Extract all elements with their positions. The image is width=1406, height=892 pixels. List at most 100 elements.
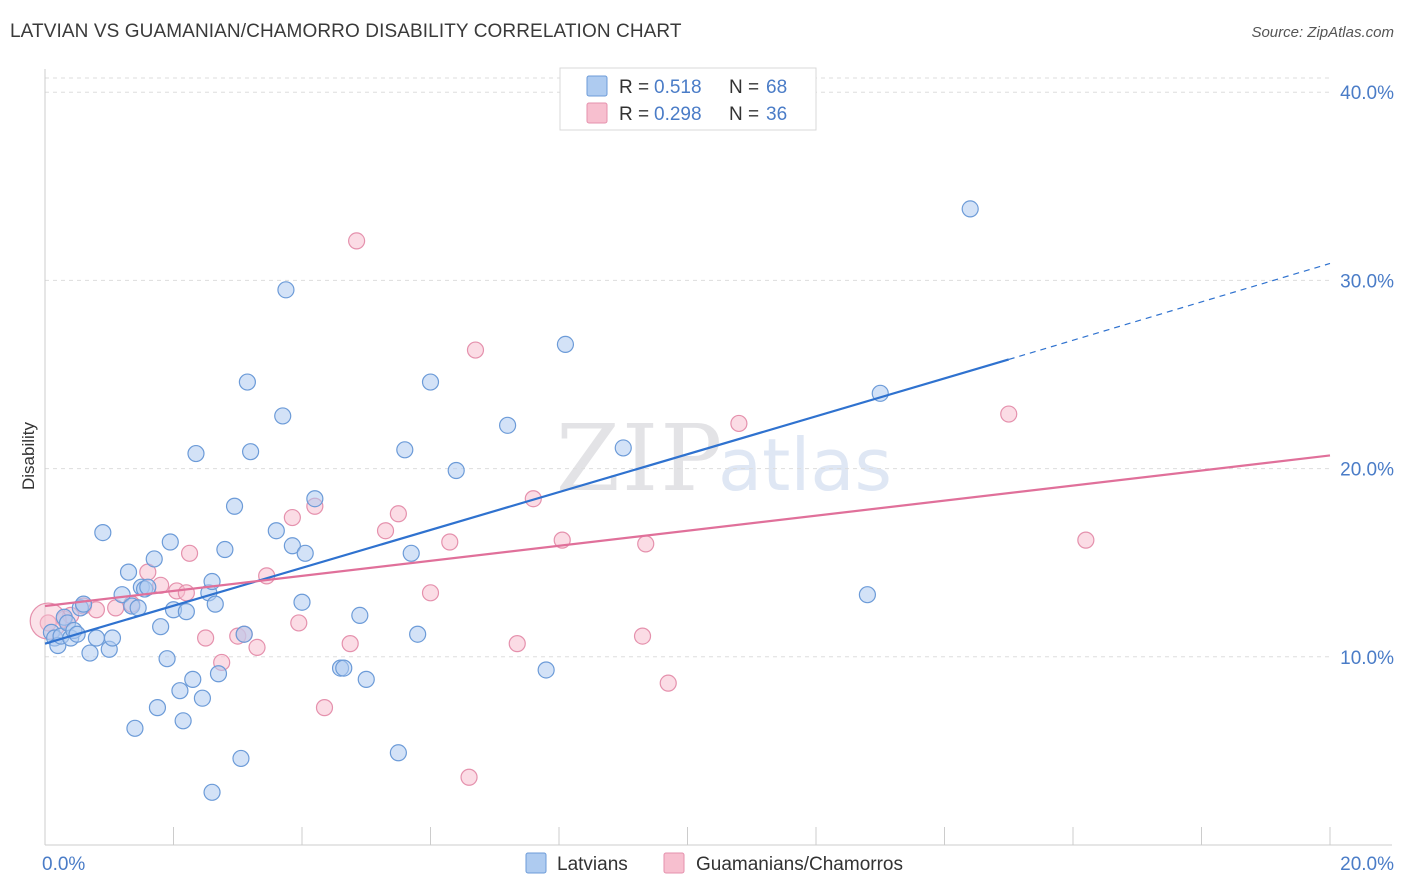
latvians-point-32 bbox=[177, 603, 195, 621]
latvians-point-64 bbox=[499, 416, 517, 434]
guamanians-point-28 bbox=[460, 768, 478, 786]
x-tick-label-1: 20.0% bbox=[1340, 854, 1394, 875]
latvians-point-56 bbox=[351, 606, 369, 625]
latvians-point-60 bbox=[402, 544, 420, 562]
latvians-point-17 bbox=[119, 563, 138, 581]
latvians-point-26 bbox=[152, 618, 170, 636]
latvians-point-28 bbox=[161, 533, 179, 551]
latvians-point-65 bbox=[537, 661, 555, 679]
legend-n-label-latvians: N = bbox=[729, 77, 759, 98]
guamanians-point-34 bbox=[637, 535, 655, 553]
guamanians-point-27 bbox=[441, 533, 459, 551]
chart-source: Source: ZipAtlas.com bbox=[1251, 24, 1394, 41]
latvians-point-70 bbox=[961, 200, 979, 218]
latvians-point-41 bbox=[216, 540, 234, 559]
latvians-point-13 bbox=[94, 523, 112, 542]
guamanians-point-38 bbox=[1077, 531, 1095, 549]
latvians-point-45 bbox=[238, 373, 256, 391]
guamanians-point-29 bbox=[466, 341, 485, 359]
latvians-point-62 bbox=[421, 373, 440, 391]
y-tick-label-3: 40.0% bbox=[1340, 83, 1394, 104]
guamanians-point-26 bbox=[421, 584, 440, 602]
legend-swatch-latvians bbox=[586, 75, 608, 97]
legend-n-label-guamanians: N = bbox=[729, 104, 759, 125]
guamanians-point-30 bbox=[508, 635, 526, 653]
guamanians-point-19 bbox=[290, 614, 308, 632]
latvians-point-44 bbox=[235, 625, 253, 643]
latvians-point-67 bbox=[614, 439, 632, 457]
guamanians-point-33 bbox=[633, 627, 652, 645]
legend-r-label-latvians: R = bbox=[619, 77, 649, 98]
guamanians-point-35 bbox=[659, 674, 677, 692]
latvians-point-52 bbox=[296, 544, 314, 562]
legend-r-label-guamanians: R = bbox=[619, 104, 649, 125]
latvians-point-27 bbox=[158, 650, 176, 668]
latvians-point-19 bbox=[126, 719, 144, 737]
latvians-point-53 bbox=[306, 490, 324, 508]
y-tick-label-0: 10.0% bbox=[1340, 648, 1394, 669]
guamanians-point-23 bbox=[348, 232, 366, 250]
latvians-point-33 bbox=[184, 670, 202, 688]
latvians-point-35 bbox=[193, 689, 212, 707]
latvians-point-69 bbox=[871, 384, 889, 402]
watermark: ZIP atlas bbox=[556, 405, 892, 512]
y-tick-labels: 10.0% 20.0% 30.0% 40.0% bbox=[1340, 83, 1394, 669]
latvians-point-16 bbox=[113, 586, 131, 604]
latvians-point-61 bbox=[409, 625, 427, 643]
latvians-point-30 bbox=[171, 682, 189, 700]
legend-n-value-latvians: 68 bbox=[766, 77, 787, 98]
bottom-legend: Latvians Guamanians/Chamorros bbox=[525, 852, 903, 875]
latvians-point-34 bbox=[187, 444, 205, 463]
latvians-point-46 bbox=[242, 443, 260, 461]
latvians-point-68 bbox=[858, 586, 877, 604]
latvians-point-31 bbox=[174, 712, 192, 730]
latvians-point-10 bbox=[74, 595, 93, 613]
legend-r-value-latvians: 0.518 bbox=[654, 77, 702, 98]
trend-line-guamanians bbox=[44, 454, 1331, 608]
bottom-legend-label-guamanians: Guamanians/Chamorros bbox=[696, 854, 903, 875]
latvians-point-15 bbox=[103, 629, 122, 647]
guamanians-point-24 bbox=[376, 522, 395, 540]
bottom-legend-swatch-guamanians bbox=[663, 852, 685, 874]
watermark-atlas: atlas bbox=[718, 423, 892, 507]
latvians-point-55 bbox=[335, 659, 353, 677]
guamanians-point-36 bbox=[730, 414, 748, 433]
latvians-point-59 bbox=[396, 441, 414, 459]
latvians-point-38 bbox=[203, 783, 221, 801]
latvians-point-57 bbox=[357, 670, 375, 688]
guamanians-point-16 bbox=[248, 638, 266, 656]
latvians-point-40 bbox=[209, 665, 228, 683]
legend-n-value-guamanians: 36 bbox=[766, 104, 787, 125]
guamanians-point-10 bbox=[177, 584, 195, 602]
series-latvians-points bbox=[42, 200, 979, 801]
bottom-legend-label-latvians: Latvians bbox=[557, 854, 628, 875]
legend: R = 0.518 N = 68 R = 0.298 N = 36 bbox=[559, 67, 817, 131]
latvians-point-48 bbox=[274, 407, 292, 425]
y-tick-label-1: 20.0% bbox=[1340, 460, 1394, 481]
latvians-point-23 bbox=[139, 578, 157, 596]
guamanians-point-11 bbox=[180, 544, 199, 562]
latvians-point-24 bbox=[145, 550, 163, 568]
latvians-point-47 bbox=[267, 522, 285, 540]
latvians-point-58 bbox=[389, 744, 407, 762]
x-tick-label-0: 0.0% bbox=[42, 854, 85, 875]
latvians-point-50 bbox=[283, 537, 301, 555]
trend-lines bbox=[44, 262, 1331, 645]
guamanians-point-18 bbox=[283, 508, 301, 527]
latvians-point-43 bbox=[232, 749, 250, 768]
bottom-legend-swatch-latvians bbox=[525, 852, 547, 874]
chart-title: LATVIAN VS GUAMANIAN/CHAMORRO DISABILITY… bbox=[10, 21, 682, 42]
latvians-point-25 bbox=[148, 699, 167, 717]
latvians-point-12 bbox=[87, 629, 106, 647]
latvians-point-42 bbox=[225, 497, 244, 515]
guamanians-point-22 bbox=[341, 635, 359, 653]
guamanians-point-21 bbox=[315, 699, 334, 717]
latvians-point-11 bbox=[81, 644, 99, 662]
y-axis-title: Disability bbox=[19, 421, 38, 490]
latvians-point-66 bbox=[556, 335, 575, 354]
trend-line-latvians bbox=[44, 358, 1010, 645]
latvians-point-49 bbox=[277, 281, 295, 299]
axes bbox=[44, 69, 1392, 846]
gridlines bbox=[45, 77, 1330, 658]
